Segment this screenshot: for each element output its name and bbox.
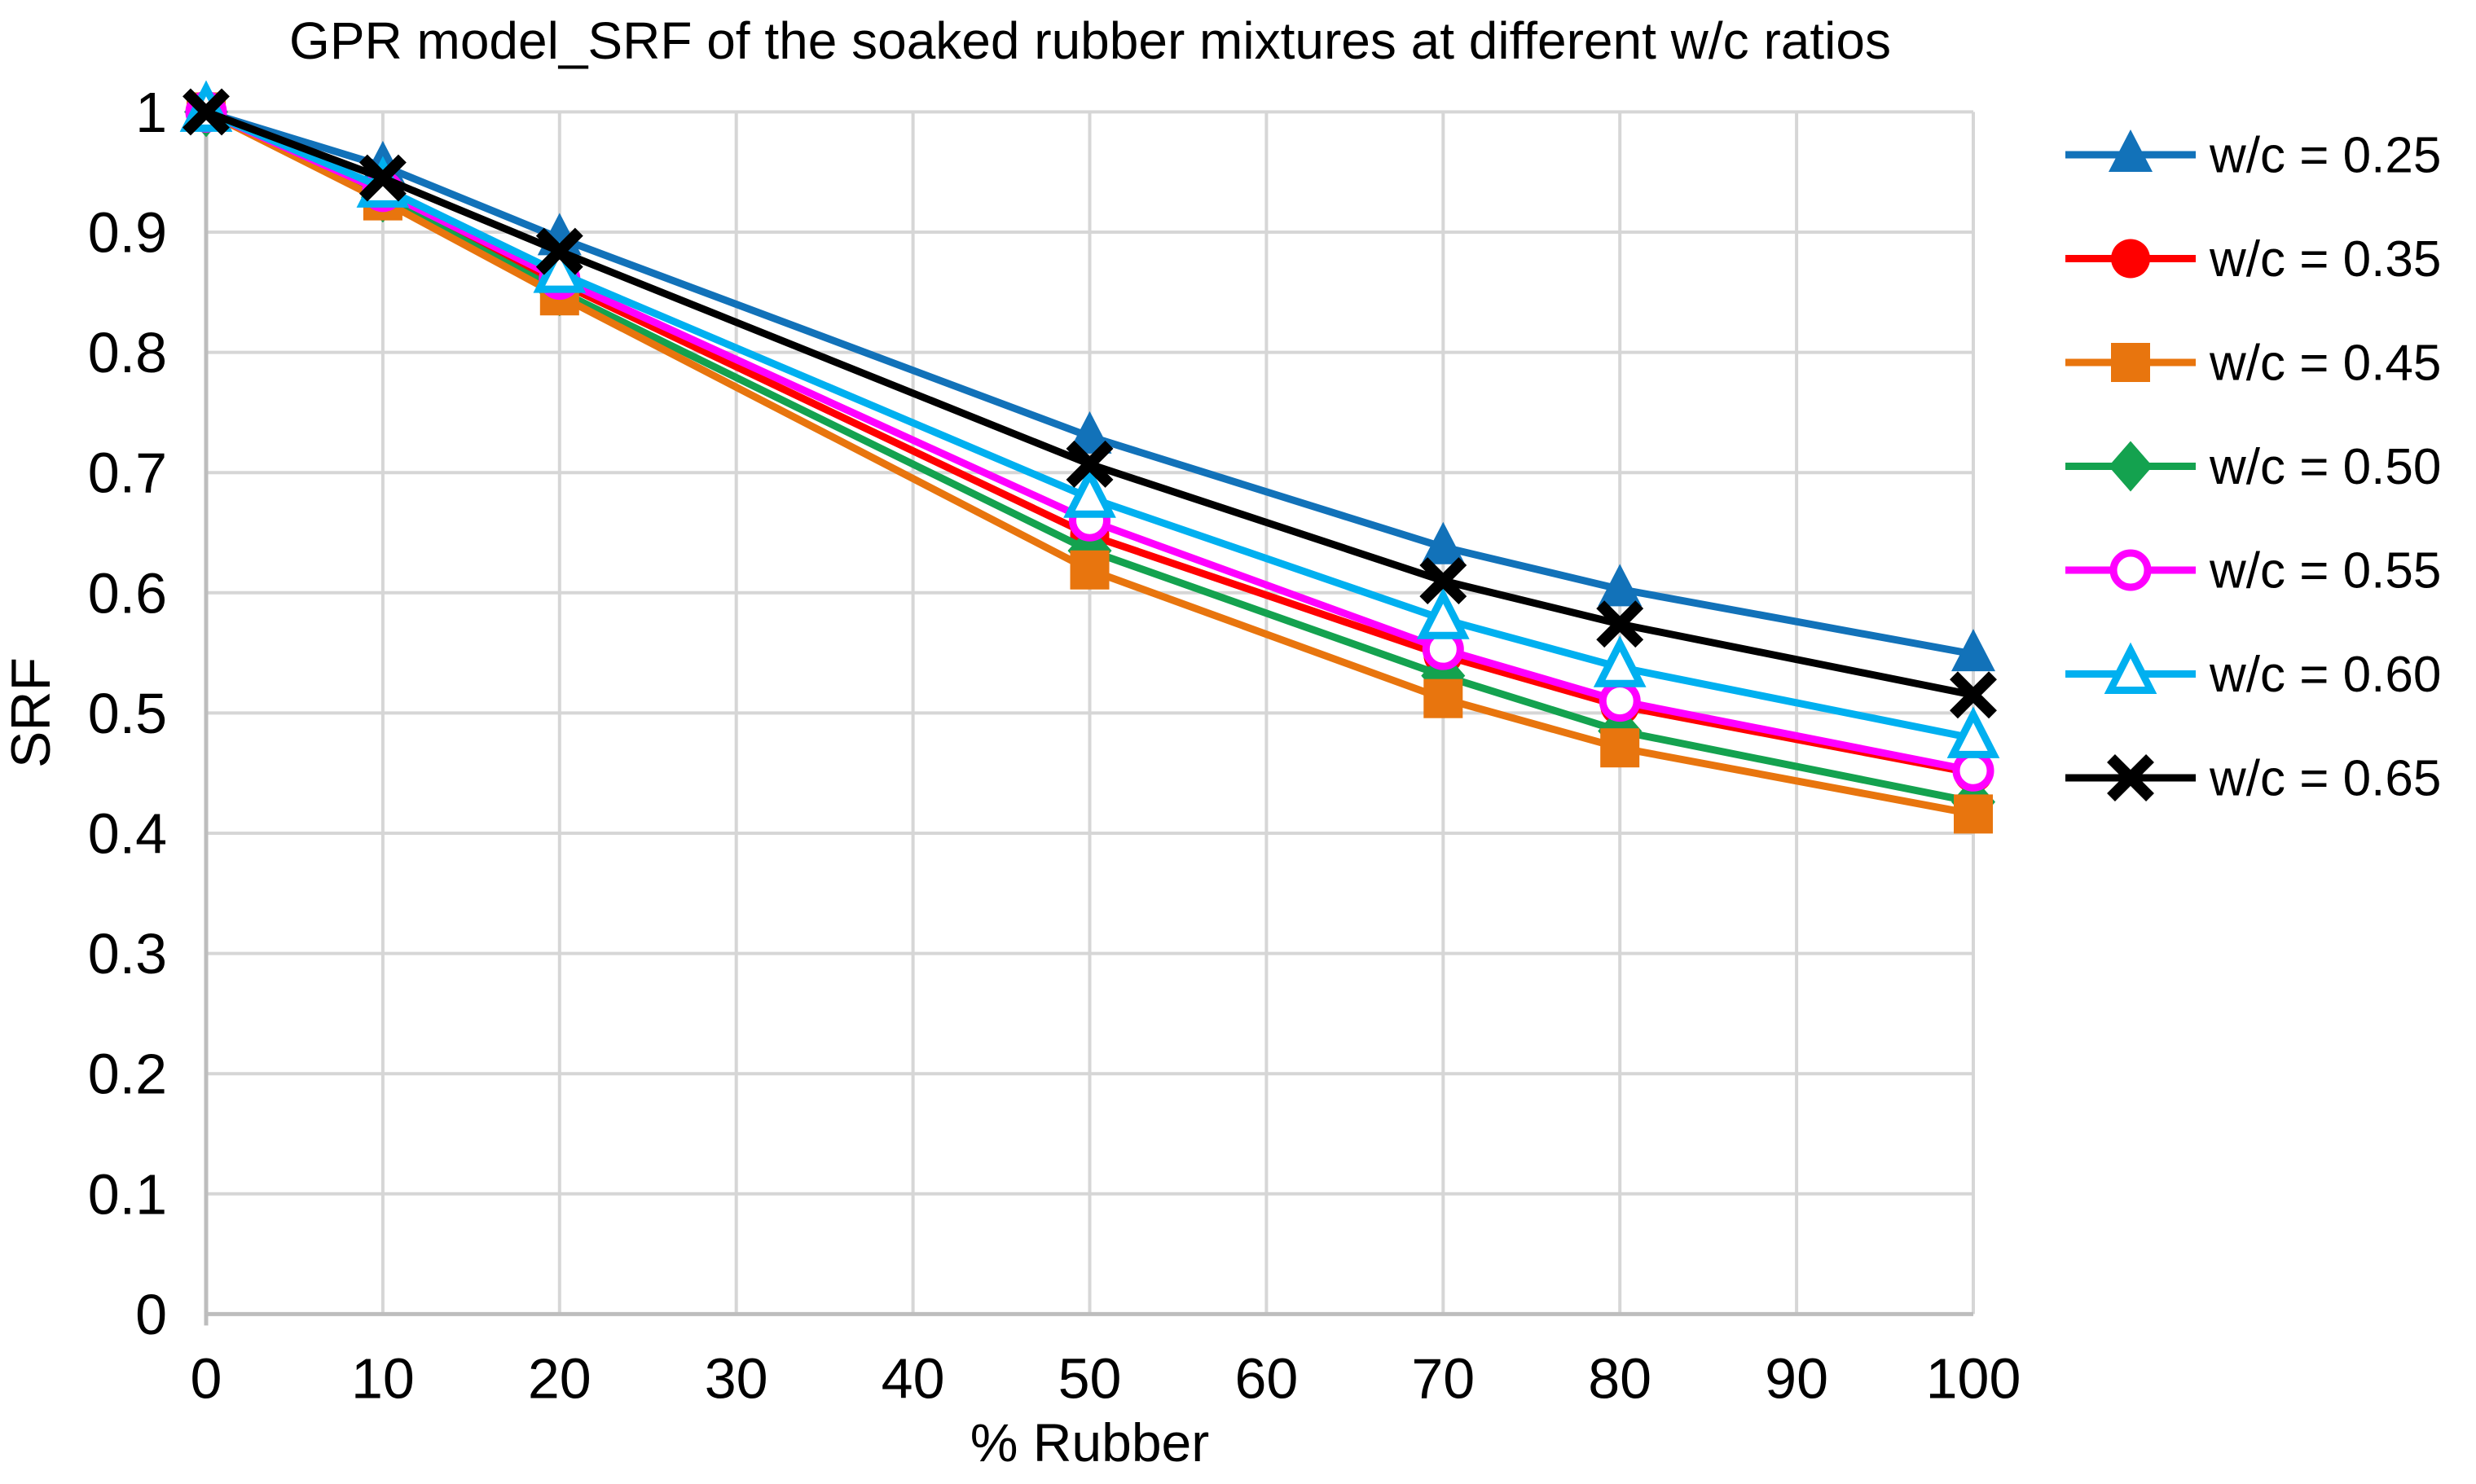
y-tick-label: 0 <box>135 1283 167 1346</box>
marker-diamond <box>2109 441 2153 492</box>
x-tick-label: 90 <box>1765 1347 1828 1411</box>
y-tick-label: 0.3 <box>88 922 167 986</box>
marker-x <box>1419 557 1467 604</box>
chart-title: GPR model_SRF of the soaked rubber mixtu… <box>289 11 1891 70</box>
marker-triangle <box>2109 130 2153 172</box>
marker-square <box>1600 728 1640 768</box>
x-tick-label: 30 <box>705 1347 768 1411</box>
y-tick-label: 0.8 <box>88 321 167 384</box>
legend-label: w/c = 0.45 <box>2209 336 2441 392</box>
y-tick-label: 0.4 <box>88 802 167 866</box>
x-tick-label: 50 <box>1058 1347 1122 1411</box>
marker-x <box>535 227 583 275</box>
x-tick-label: 100 <box>1926 1347 2021 1411</box>
marker-square <box>2111 343 2150 382</box>
marker-triangle-open <box>1063 466 1116 518</box>
marker-x <box>358 154 407 202</box>
marker-circle-open <box>1599 680 1641 722</box>
legend-label: w/c = 0.65 <box>2209 751 2441 807</box>
marker-circle-open <box>2109 549 2152 591</box>
marker-x <box>2107 754 2154 801</box>
marker-triangle <box>1067 411 1112 454</box>
marker-square <box>1954 794 1993 834</box>
x-tick-label: 80 <box>1588 1347 1651 1411</box>
y-tick-label: 1 <box>135 81 167 144</box>
marker-triangle-open <box>2104 642 2157 694</box>
marker-triangle-open <box>1416 587 1470 639</box>
y-tick-label: 0.5 <box>88 682 167 745</box>
y-tick-label: 0.1 <box>88 1162 167 1226</box>
marker-triangle <box>1951 629 1995 672</box>
y-tick-label: 0.9 <box>88 201 167 265</box>
x-tick-label: 70 <box>1411 1347 1475 1411</box>
legend-label: w/c = 0.35 <box>2209 231 2441 288</box>
marker-square <box>1423 678 1463 718</box>
legend-label: w/c = 0.60 <box>2209 647 2441 703</box>
marker-x <box>1950 671 1997 719</box>
x-tick-label: 60 <box>1234 1347 1298 1411</box>
y-tick-label: 0.7 <box>88 441 167 505</box>
marker-x <box>183 88 230 136</box>
x-tick-label: 40 <box>882 1347 945 1411</box>
marker-x <box>1596 600 1644 648</box>
y-tick-label: 0.2 <box>88 1043 167 1106</box>
marker-triangle <box>1421 521 1466 564</box>
y-axis-title: SRF <box>0 657 62 768</box>
x-axis-title: % Rubber <box>970 1412 1210 1473</box>
marker-square <box>1070 550 1110 590</box>
legend-label: w/c = 0.55 <box>2209 543 2441 599</box>
x-tick-label: 20 <box>528 1347 592 1411</box>
legend-label: w/c = 0.25 <box>2209 128 2441 184</box>
marker-x <box>1066 440 1114 488</box>
marker-triangle-open <box>1593 635 1647 687</box>
y-tick-label: 0.6 <box>88 561 167 625</box>
x-tick-label: 0 <box>191 1347 222 1411</box>
marker-triangle <box>1598 564 1643 607</box>
marker-triangle-open <box>1946 706 2000 758</box>
x-tick-label: 10 <box>351 1347 415 1411</box>
marker-circle <box>2111 239 2150 279</box>
legend-label: w/c = 0.50 <box>2209 439 2441 495</box>
marker-circle-open <box>1952 749 1994 792</box>
